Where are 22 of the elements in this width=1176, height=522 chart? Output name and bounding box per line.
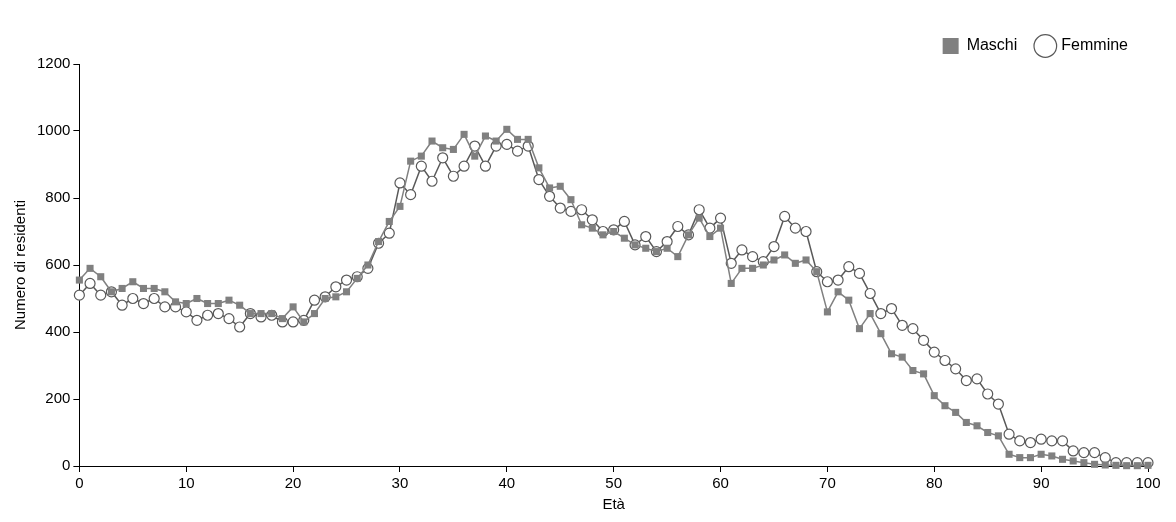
x-tick-label: 20	[284, 474, 302, 492]
y-tick-label: 400	[45, 322, 71, 340]
x-tick-label: 100	[1135, 474, 1161, 492]
x-tick-label: 80	[925, 474, 943, 492]
y-axis-title: Numero di residenti	[11, 199, 29, 331]
legend-label: Femmine	[1061, 36, 1129, 54]
x-tick-label: 40	[498, 474, 516, 492]
legend-label: Maschi	[966, 36, 1018, 54]
y-tick-label: 0	[62, 456, 71, 474]
y-tick-label: 1000	[36, 121, 71, 139]
y-tick-label: 1200	[36, 54, 71, 72]
x-tick-label: 70	[819, 474, 836, 492]
x-tick-label: 0	[75, 474, 84, 492]
y-tick-label: 800	[45, 188, 71, 206]
x-tick-label: 30	[391, 474, 409, 492]
y-tick-label: 200	[45, 389, 71, 407]
x-tick-label: 90	[1032, 474, 1050, 492]
x-axis-title: Età	[602, 495, 626, 513]
y-tick-label: 600	[45, 255, 71, 273]
x-tick-label: 50	[605, 474, 623, 492]
x-tick-label: 60	[712, 474, 729, 492]
x-tick-label: 10	[177, 474, 195, 492]
